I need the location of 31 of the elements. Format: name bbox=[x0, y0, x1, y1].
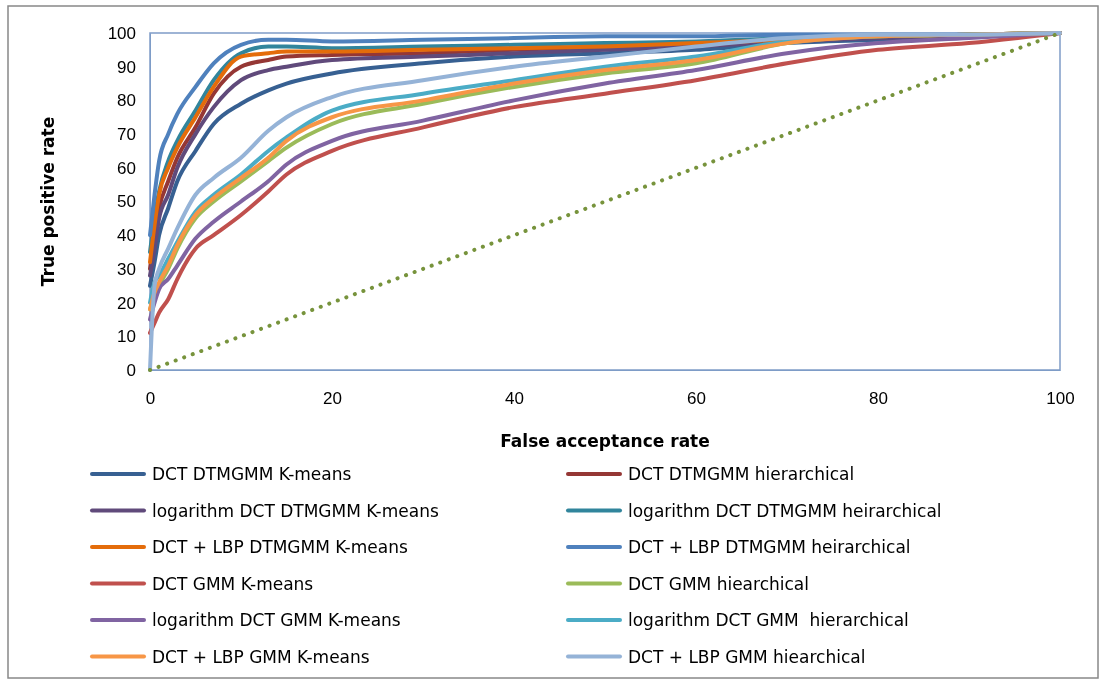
y-tick-label: 70 bbox=[117, 125, 136, 145]
legend-label: DCT DTMGMM K-means bbox=[152, 464, 352, 484]
y-tick-label: 10 bbox=[117, 327, 136, 347]
y-tick-label: 90 bbox=[117, 57, 136, 77]
legend-label: logarithm DCT GMM hierarchical bbox=[628, 610, 909, 630]
y-tick-label: 60 bbox=[117, 158, 136, 178]
legend-label: DCT + LBP GMM hiearchical bbox=[628, 646, 866, 667]
y-tick-label: 50 bbox=[117, 192, 136, 212]
x-tick-label: 0 bbox=[145, 389, 156, 409]
y-tick-label: 40 bbox=[117, 226, 136, 246]
y-tick-label: 20 bbox=[117, 293, 136, 313]
x-tick-label: 60 bbox=[687, 389, 706, 409]
legend-label: DCT + LBP DTMGMM heirarchical bbox=[628, 537, 911, 557]
x-axis-title: False acceptance rate bbox=[500, 431, 710, 451]
legend-label: DCT + LBP DTMGMM K-means bbox=[152, 537, 408, 557]
y-tick-label: 80 bbox=[117, 91, 136, 111]
x-tick-label: 20 bbox=[323, 389, 342, 409]
legend-label: logarithm DCT DTMGMM heirarchical bbox=[628, 500, 942, 521]
legend-label: DCT DTMGMM hierarchical bbox=[628, 464, 855, 484]
x-tick-label: 80 bbox=[869, 389, 888, 409]
legend-label: DCT GMM hiearchical bbox=[628, 573, 809, 594]
legend-label: DCT GMM K-means bbox=[152, 573, 314, 594]
x-tick-label: 40 bbox=[505, 389, 524, 409]
y-axis-title: True positive rate bbox=[38, 116, 58, 287]
y-tick-label: 30 bbox=[117, 259, 136, 279]
legend-label: DCT + LBP GMM K-means bbox=[152, 646, 370, 667]
x-tick-label: 100 bbox=[1046, 389, 1075, 409]
legend-label: logarithm DCT GMM K-means bbox=[152, 610, 401, 630]
y-tick-label: 0 bbox=[126, 360, 136, 380]
legend-label: logarithm DCT DTMGMM K-means bbox=[152, 500, 439, 521]
y-tick-label: 100 bbox=[107, 23, 136, 43]
